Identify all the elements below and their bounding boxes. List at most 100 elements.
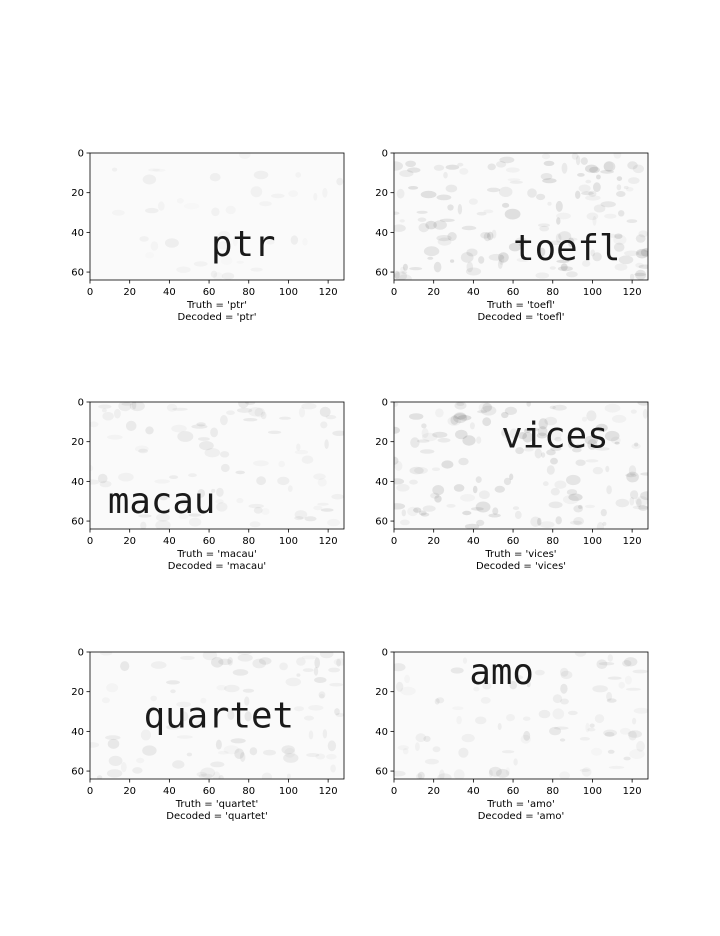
noise-speckle xyxy=(537,517,542,526)
noise-speckle xyxy=(295,172,301,178)
noise-speckle xyxy=(434,495,442,503)
noise-speckle xyxy=(215,739,222,750)
x-tick-label: 80 xyxy=(546,287,559,298)
noise-speckle xyxy=(469,422,475,430)
noise-speckle xyxy=(308,705,324,711)
noise-speckle xyxy=(221,272,235,280)
noise-speckle xyxy=(607,654,613,662)
noise-speckle xyxy=(567,710,578,716)
noise-speckle xyxy=(314,657,321,669)
noise-speckle xyxy=(436,697,445,704)
noise-speckle xyxy=(477,410,488,414)
noise-speckle xyxy=(320,508,334,512)
noise-speckle xyxy=(521,735,531,744)
noise-speckle xyxy=(497,723,502,730)
noise-speckle xyxy=(457,415,472,421)
noise-speckle xyxy=(253,170,269,180)
noise-speckle xyxy=(584,504,596,509)
noise-speckle xyxy=(420,190,437,199)
noise-speckle xyxy=(253,506,263,514)
noise-speckle xyxy=(472,485,478,494)
noise-speckle xyxy=(296,673,301,677)
noise-speckle xyxy=(235,470,245,475)
noise-speckle xyxy=(584,435,598,445)
noise-speckle xyxy=(591,748,602,756)
noise-speckle xyxy=(462,657,468,664)
image-background xyxy=(90,402,344,529)
noise-speckle xyxy=(585,164,598,173)
noise-speckle xyxy=(447,416,461,426)
decoded-label: Decoded = 'vices' xyxy=(476,561,566,572)
noise-speckle xyxy=(220,451,230,458)
noise-speckle xyxy=(557,266,573,272)
x-tick-label: 60 xyxy=(507,786,520,797)
noise-speckle xyxy=(232,669,249,676)
noise-speckle xyxy=(188,473,197,478)
panel-4: vices 0 20 40 60 80 100 120 0 20 40 60 Truth = 'vice… xyxy=(375,398,649,572)
noise-speckle xyxy=(602,521,607,526)
noise-speckle xyxy=(634,272,646,277)
noise-speckle xyxy=(290,235,299,245)
noise-speckle xyxy=(634,442,639,447)
noise-speckle xyxy=(407,506,419,517)
noise-speckle xyxy=(172,760,185,769)
noise-speckle xyxy=(458,457,469,466)
noise-speckle xyxy=(108,755,123,767)
noise-speckle xyxy=(401,271,408,274)
noise-speckle xyxy=(400,519,410,526)
noise-speckle xyxy=(515,237,527,242)
noise-speckle xyxy=(242,688,255,693)
noise-speckle xyxy=(589,723,595,728)
noise-speckle xyxy=(636,498,642,508)
noise-speckle xyxy=(635,269,647,280)
noise-speckle xyxy=(607,749,615,754)
noise-speckle xyxy=(394,456,399,465)
noise-speckle xyxy=(100,652,113,656)
noise-speckle xyxy=(526,680,531,688)
noise-speckle xyxy=(534,669,545,676)
noise-speckle xyxy=(483,209,494,214)
noise-speckle xyxy=(226,206,236,214)
noise-speckle xyxy=(590,249,596,257)
noise-speckle xyxy=(317,502,329,506)
noise-speckle xyxy=(555,233,562,243)
y-tick-label: 60 xyxy=(71,517,84,528)
noise-speckle xyxy=(454,402,467,410)
noise-speckle xyxy=(445,164,460,170)
image-word: vices xyxy=(501,416,608,457)
noise-speckle xyxy=(328,667,340,673)
noise-speckle xyxy=(106,769,123,778)
noise-speckle xyxy=(635,496,648,506)
panel-3: macau 0 20 40 60 80 100 120 0 20 40 60 Truth = 'maca… xyxy=(71,398,345,572)
y-tick-label: 40 xyxy=(71,477,84,488)
noise-speckle xyxy=(638,505,648,511)
noise-speckle xyxy=(248,503,264,509)
noise-speckle xyxy=(461,733,475,743)
x-tick-label: 120 xyxy=(623,536,642,547)
noise-speckle xyxy=(184,203,199,209)
noise-speckle xyxy=(523,429,532,433)
noise-speckle xyxy=(478,256,485,264)
noise-speckle xyxy=(432,746,441,753)
noise-speckle xyxy=(618,255,634,265)
noise-speckle xyxy=(600,169,614,174)
noise-speckle xyxy=(475,476,482,483)
noise-speckle xyxy=(335,712,344,717)
noise-speckle xyxy=(632,505,648,510)
noise-speckle xyxy=(518,241,524,247)
x-tick-label: 60 xyxy=(203,536,216,547)
noise-speckle xyxy=(572,447,582,453)
noise-speckle xyxy=(98,404,112,409)
noise-speckle xyxy=(331,493,344,500)
image-word: macau xyxy=(108,481,215,522)
axes-frame xyxy=(393,152,649,281)
noise-speckle xyxy=(394,663,406,672)
noise-speckle xyxy=(607,676,622,680)
image-background xyxy=(394,652,648,779)
noise-speckle xyxy=(633,707,648,714)
noise-speckle xyxy=(488,253,505,261)
noise-speckle xyxy=(177,431,194,442)
noise-speckle xyxy=(394,161,403,171)
x-tick-label: 40 xyxy=(467,536,480,547)
noise-speckle xyxy=(476,211,487,216)
